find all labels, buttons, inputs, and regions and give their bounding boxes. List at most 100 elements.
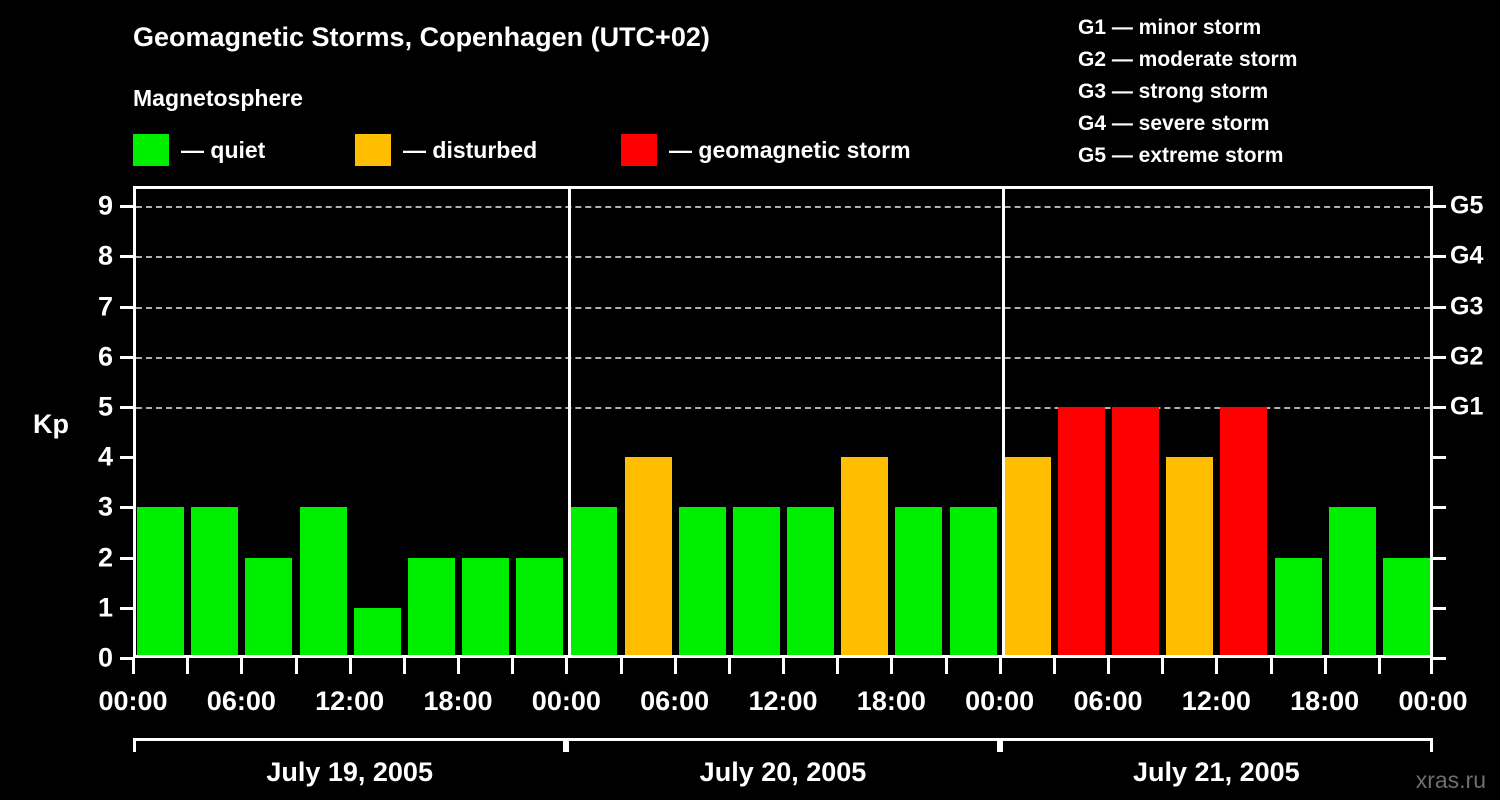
day-bracket xyxy=(566,738,1000,752)
day-label: July 21, 2005 xyxy=(1133,757,1300,787)
x-axis-tick-label: 06:00 xyxy=(640,686,710,716)
y-axis-tick xyxy=(120,506,133,510)
bar xyxy=(191,507,239,655)
x-axis-tick xyxy=(836,658,840,674)
g-axis-tick-label: G4 xyxy=(1450,241,1484,270)
y-axis-tick xyxy=(120,305,133,309)
y-axis-tick xyxy=(120,205,133,209)
y-axis-tick xyxy=(120,255,133,259)
gscale-row-2: G2 — moderate storm xyxy=(1078,48,1298,71)
page-title: Geomagnetic Storms, Copenhagen (UTC+02) xyxy=(133,22,710,52)
bar xyxy=(407,557,455,655)
y-axis-ticks xyxy=(120,186,133,660)
g-axis-minor-tick xyxy=(1433,657,1446,660)
g-axis-tick xyxy=(1433,305,1446,309)
x-axis-tick xyxy=(1052,658,1056,674)
g-axis-tick xyxy=(1433,255,1446,259)
watermark: xras.ru xyxy=(1415,767,1486,793)
x-axis-tick xyxy=(1107,658,1110,674)
gscale-row-3: G3 — strong storm xyxy=(1078,80,1269,103)
x-axis-tick-label: 18:00 xyxy=(423,686,493,716)
x-axis-tick xyxy=(294,658,298,674)
bar xyxy=(1112,406,1160,655)
gridline-kp-6 xyxy=(136,356,1430,359)
g-axis-minor-tick xyxy=(1433,506,1446,510)
legend-heading: Magnetosphere xyxy=(133,85,303,111)
y-axis-tick xyxy=(120,606,133,610)
x-axis-tick-label: 00:00 xyxy=(531,686,601,716)
g-axis-tick xyxy=(1433,355,1446,359)
day-labels: July 19, 2005 July 20, 2005 July 21, 2005 xyxy=(0,757,1500,797)
y-axis-tick xyxy=(120,355,133,359)
bar xyxy=(624,457,672,655)
legend-label-geomagnetic-storm: — geomagnetic storm xyxy=(669,136,911,163)
y-axis-title: Kp xyxy=(33,409,69,439)
bar xyxy=(570,507,618,655)
gscale-row-1: G1 — minor storm xyxy=(1078,16,1262,39)
gscale-row-5: G5 — extreme storm xyxy=(1078,144,1284,167)
plot-area xyxy=(133,186,1433,658)
y-axis-tick xyxy=(120,456,133,460)
legend-label-quiet: — quiet xyxy=(181,136,266,163)
x-axis-tick xyxy=(1161,658,1165,674)
bar xyxy=(678,507,726,655)
day-label: July 19, 2005 xyxy=(266,757,433,787)
bar xyxy=(949,507,997,655)
gridline-kp-5 xyxy=(136,406,1430,409)
x-axis-tick xyxy=(890,658,894,674)
x-axis-tick xyxy=(619,658,623,674)
x-axis-tick-label: 18:00 xyxy=(1290,686,1360,716)
bar xyxy=(1220,406,1268,655)
x-axis-tick xyxy=(511,658,515,674)
x-axis-ticks xyxy=(132,658,1433,674)
g-axis-minor-tick xyxy=(1433,556,1446,560)
x-axis-labels: 00:00 06:00 12:00 18:00 00:00 06:00 12:00 18:00… xyxy=(0,686,1500,726)
x-axis-tick xyxy=(240,658,244,674)
x-axis-tick-label: 00:00 xyxy=(1398,686,1468,716)
x-axis-tick xyxy=(1323,658,1327,674)
x-axis-tick xyxy=(402,658,406,674)
x-axis-tick-label: 12:00 xyxy=(315,686,385,716)
x-axis-tick-label: 00:00 xyxy=(965,686,1035,716)
g-axis-tick-label: G2 xyxy=(1450,342,1484,371)
x-axis-tick-label: 06:00 xyxy=(206,686,276,716)
x-axis-tick xyxy=(132,658,135,674)
bar xyxy=(137,507,185,655)
y-axis-tick-label: 3 xyxy=(97,491,113,522)
gridline-kp-9 xyxy=(136,206,1430,209)
x-axis-tick xyxy=(998,658,1002,674)
legend-item-quiet: — quiet xyxy=(133,134,265,166)
y-axis-tick-label: 1 xyxy=(97,592,113,623)
bar xyxy=(353,607,401,655)
x-axis-tick xyxy=(1377,658,1381,674)
day-separator xyxy=(1001,189,1005,655)
y-axis-tick-label: 5 xyxy=(97,391,113,422)
y-axis-tick xyxy=(120,405,133,409)
day-label: July 20, 2005 xyxy=(699,757,867,787)
gscale-legend: G1 — minor storm G2 — moderate storm G3 — … xyxy=(1078,12,1297,172)
x-axis-tick xyxy=(186,658,190,674)
g-axis-tick-label: G3 xyxy=(1450,292,1484,320)
x-axis-tick-label: 00:00 xyxy=(98,686,168,716)
x-axis-tick-label: 06:00 xyxy=(1073,686,1143,716)
y-axis-tick-label: 8 xyxy=(97,240,113,271)
bar xyxy=(516,557,564,655)
g-axis-tick xyxy=(1433,405,1446,409)
bar xyxy=(462,557,510,655)
x-axis-tick xyxy=(348,658,352,674)
bar xyxy=(1382,557,1430,655)
legend-item-disturbed: — disturbed xyxy=(355,134,537,166)
legend-swatch-geomagnetic-storm xyxy=(621,134,657,166)
x-axis-tick xyxy=(457,658,460,674)
day-separator xyxy=(568,189,572,655)
y-axis-tick-label: 7 xyxy=(97,291,113,321)
x-axis-tick xyxy=(1430,658,1433,674)
gscale-row-4: G4 — severe storm xyxy=(1078,112,1270,135)
g-axis-tick-label: G5 xyxy=(1450,191,1484,220)
x-axis-tick-label: 18:00 xyxy=(856,686,926,716)
bar xyxy=(1057,406,1105,655)
bar xyxy=(1328,507,1376,655)
y-axis-tick-label: 2 xyxy=(97,542,113,573)
x-axis-tick xyxy=(1215,658,1219,674)
